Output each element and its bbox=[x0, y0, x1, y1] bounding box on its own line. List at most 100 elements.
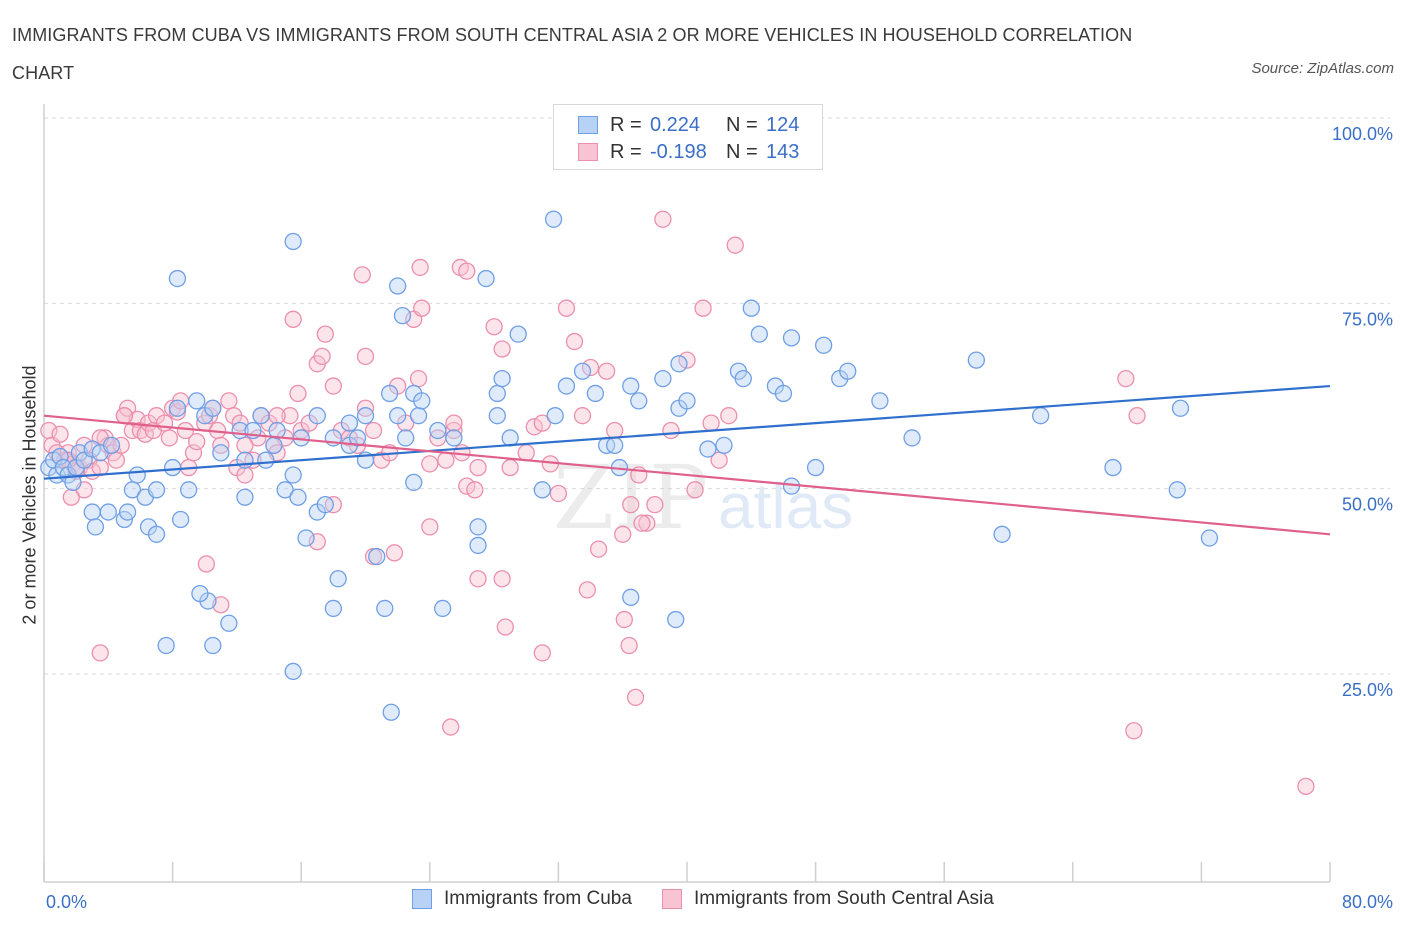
cuba-point bbox=[493, 369, 511, 388]
legend-item-cuba[interactable]: Immigrants from Cuba bbox=[412, 888, 632, 910]
x-tick-label: 80.0% bbox=[1342, 892, 1393, 912]
cuba-point bbox=[220, 614, 238, 632]
cuba-point bbox=[654, 369, 672, 388]
south-central-asia-point bbox=[458, 262, 476, 280]
legend-swatch-cuba bbox=[412, 889, 432, 909]
south-central-asia-point bbox=[160, 429, 179, 447]
south-central-asia-point bbox=[694, 299, 712, 317]
trend-lines bbox=[43, 384, 1331, 536]
cuba-point bbox=[533, 481, 551, 499]
cuba-point bbox=[191, 584, 209, 603]
cuba-point bbox=[171, 510, 190, 529]
cuba-point bbox=[147, 525, 166, 543]
cuba-point bbox=[204, 399, 222, 417]
cuba-point bbox=[376, 599, 394, 618]
cuba-point bbox=[544, 210, 563, 228]
cuba-point bbox=[297, 529, 315, 547]
legend-r-label: R = bbox=[610, 140, 642, 163]
cuba-point bbox=[356, 407, 375, 425]
cuba-point bbox=[903, 429, 921, 447]
south-central-asia-point bbox=[654, 210, 672, 228]
south-central-asia-point bbox=[1297, 777, 1315, 795]
south-central-asia-point bbox=[313, 347, 331, 366]
south-central-asia-point bbox=[364, 421, 383, 440]
series-legend: Immigrants from Cuba Immigrants from Sou… bbox=[412, 888, 1024, 910]
cuba-point bbox=[284, 232, 302, 251]
south-central-asia-point bbox=[493, 340, 511, 358]
south-central-asia-point bbox=[549, 484, 568, 503]
cuba-point bbox=[774, 384, 793, 403]
cuba-point bbox=[212, 444, 230, 462]
south-central-asia-point bbox=[565, 332, 584, 351]
south-central-asia-point bbox=[168, 403, 187, 421]
cuba-point bbox=[380, 384, 399, 403]
cuba-point bbox=[163, 458, 182, 477]
south-central-asia-point bbox=[62, 488, 80, 506]
south-central-asia-point bbox=[91, 644, 109, 662]
cuba-point bbox=[340, 414, 359, 432]
legend-swatch-south-central-asia bbox=[661, 889, 682, 909]
south-central-asia-point bbox=[51, 425, 69, 443]
y-tick-label: 25.0% bbox=[1342, 680, 1393, 700]
stats-legend: R = 0.224 N = 124 R = -0.198 N = 143 bbox=[553, 104, 823, 170]
legend-n-label: N = bbox=[726, 140, 758, 163]
south-central-asia-point bbox=[702, 414, 720, 432]
south-central-asia-point bbox=[678, 351, 696, 369]
cuba-point bbox=[368, 547, 386, 566]
south-central-asia-point bbox=[385, 544, 404, 562]
south-central-asia-point bbox=[620, 636, 638, 655]
cuba-point bbox=[102, 436, 121, 454]
south-central-asia-point bbox=[409, 369, 428, 388]
south-central-asia-point bbox=[578, 581, 596, 599]
cuba-point bbox=[382, 703, 400, 721]
cuba-point bbox=[622, 588, 640, 606]
south-central-asia-point bbox=[466, 481, 484, 499]
cuba-point bbox=[118, 503, 137, 521]
south-central-asia-point bbox=[573, 407, 592, 425]
south-central-asia-point bbox=[184, 444, 203, 462]
south-central-asia-point bbox=[421, 455, 439, 473]
legend-swatch-south-central-asia bbox=[578, 143, 598, 161]
cuba-point bbox=[99, 503, 117, 521]
south-central-asia-point bbox=[458, 477, 476, 495]
cuba-point bbox=[180, 481, 198, 499]
south-central-asia-point bbox=[517, 444, 535, 462]
cuba-point bbox=[477, 269, 495, 288]
south-central-asia-point bbox=[581, 358, 600, 377]
legend-label-south-central-asia: Immigrants from South Central Asia bbox=[693, 888, 994, 909]
cuba-point bbox=[388, 407, 407, 425]
y-axis-label: 2 or more Vehicles in Household bbox=[19, 365, 40, 625]
series-cuba bbox=[40, 210, 1219, 721]
cuba-point bbox=[667, 610, 685, 629]
south-central-asia-point bbox=[268, 407, 286, 425]
cuba-point bbox=[252, 407, 270, 425]
south-central-asia-point bbox=[316, 325, 334, 343]
cuba-point bbox=[284, 466, 302, 484]
legend-r-value: 0.224 bbox=[650, 113, 701, 136]
south-central-asia-point bbox=[533, 644, 551, 662]
legend-item-south-central-asia[interactable]: Immigrants from South Central Asia bbox=[661, 888, 994, 910]
cuba-point bbox=[289, 488, 307, 506]
cuba-point bbox=[413, 392, 431, 410]
cuba-point bbox=[734, 369, 752, 388]
south-central-asia-point bbox=[589, 540, 608, 558]
chart-title: IMMIGRANTS FROM CUBA VS IMMIGRANTS FROM … bbox=[12, 25, 1133, 83]
cuba-point bbox=[742, 299, 760, 317]
cuba-point bbox=[630, 392, 648, 410]
legend-n-value: 124 bbox=[766, 113, 800, 136]
south-central-asia-point bbox=[533, 414, 551, 432]
cuba-point bbox=[188, 392, 206, 410]
cuba-point bbox=[268, 421, 286, 440]
cuba-point bbox=[265, 436, 283, 454]
cuba-point bbox=[316, 495, 334, 514]
south-central-asia-point bbox=[437, 451, 455, 469]
south-central-asia-point bbox=[614, 525, 632, 543]
trend-line-cuba bbox=[43, 384, 1331, 480]
south-central-asia-point bbox=[236, 466, 254, 484]
cuba-point bbox=[967, 351, 985, 369]
cuba-point bbox=[429, 421, 447, 440]
south-central-asia-point bbox=[1125, 722, 1143, 740]
south-central-asia-point bbox=[236, 436, 254, 454]
south-central-asia-point bbox=[188, 432, 206, 451]
south-central-asia-point bbox=[308, 533, 326, 551]
